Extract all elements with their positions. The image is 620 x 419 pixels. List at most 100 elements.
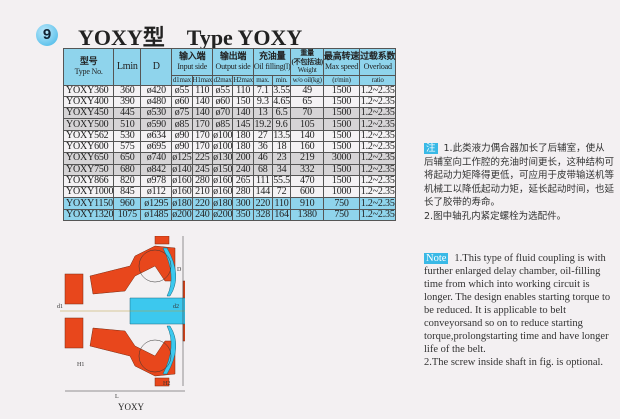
value-cell: 820 bbox=[113, 174, 142, 188]
value-cell: 70 bbox=[290, 107, 324, 120]
value-cell: 1075 bbox=[113, 208, 142, 222]
value-cell: 1500 bbox=[322, 118, 361, 131]
value-cell: 265 bbox=[232, 174, 254, 188]
spec-table: 型号 Type No. Lmin D 输入端 Input side 输出端 Outpu… bbox=[62, 48, 397, 222]
value-cell: 7.1 bbox=[252, 84, 273, 97]
value-cell: ø100 bbox=[212, 129, 234, 142]
type-cell: YOXY750 bbox=[62, 163, 115, 176]
label-D: D bbox=[177, 267, 182, 273]
table-row: YOXY750 680 ø842 ø140 245 ø150 240 68 34 332 1500 1… bbox=[62, 163, 397, 176]
value-cell: ø60 bbox=[212, 95, 234, 109]
value-cell: ø180 bbox=[212, 197, 234, 210]
value-cell: 160 bbox=[290, 140, 324, 154]
subheader-cell: (r/min) bbox=[322, 74, 361, 86]
value-cell: 19.2 bbox=[252, 118, 273, 131]
value-cell: 280 bbox=[191, 174, 214, 188]
value-cell: 1.2~2.35 bbox=[359, 208, 397, 222]
value-cell: 360 bbox=[113, 84, 142, 97]
drawing-caption: YOXY bbox=[118, 402, 144, 412]
table-row: YOXY500 510 ø590 ø85 170 ø85 145 19.2 9.6 105 1500… bbox=[62, 118, 397, 131]
table-row: YOXY866 820 ø978 ø160 280 ø160 265 111 55.5 470 15… bbox=[62, 174, 397, 188]
note-paragraph: 1.此类液力偶合器加长了后辅室，使从后辅室向工作腔的充油时间更长，这种结构可将起… bbox=[424, 143, 615, 208]
value-cell: 1.2~2.35 bbox=[359, 118, 397, 131]
value-cell: ø112 bbox=[140, 186, 173, 199]
type-cell: YOXY1000 bbox=[62, 186, 115, 199]
value-cell: 170 bbox=[191, 118, 214, 131]
header-input: 输入端 Input side bbox=[171, 48, 214, 76]
subheader-cell: w/o oil(kg) bbox=[290, 74, 324, 86]
value-cell: 1.2~2.35 bbox=[359, 95, 397, 109]
dimension-lines bbox=[60, 236, 185, 392]
type-cell: YOXY400 bbox=[62, 95, 115, 109]
value-cell: 1500 bbox=[322, 107, 361, 120]
header-lmin: Lmin bbox=[113, 48, 142, 86]
value-cell: 170 bbox=[191, 140, 214, 154]
value-cell: ø1295 bbox=[140, 197, 173, 210]
value-cell: 1500 bbox=[322, 84, 361, 97]
value-cell: 13.5 bbox=[271, 129, 292, 142]
value-cell: 110 bbox=[232, 84, 254, 97]
value-cell: 1000 bbox=[322, 186, 361, 199]
value-cell: ø85 bbox=[212, 118, 234, 131]
value-cell: ø140 bbox=[171, 163, 193, 176]
value-cell: 13 bbox=[252, 107, 273, 120]
value-cell: 1.2~2.35 bbox=[359, 140, 397, 154]
value-cell: 140 bbox=[232, 107, 254, 120]
value-cell: 1500 bbox=[322, 129, 361, 142]
note-chinese: 注 1.此类液力偶合器加长了后辅室，使从后辅室向工作腔的充油时间更长，这种结构可将… bbox=[424, 142, 614, 223]
housing bbox=[64, 236, 185, 387]
value-cell: ø100 bbox=[212, 140, 234, 154]
value-cell: ø978 bbox=[140, 174, 173, 188]
label-d1: d1 bbox=[57, 304, 63, 310]
table-row: YOXY562 530 ø634 ø90 170 ø100 180 27 13.5 140 1500… bbox=[62, 129, 397, 142]
value-cell: ø60 bbox=[171, 95, 193, 109]
value-cell: 1.2~2.35 bbox=[359, 107, 397, 120]
header-overload: 过载系数 Overload bbox=[359, 48, 397, 76]
value-cell: 68 bbox=[252, 163, 273, 176]
header-type: 型号 Type No. bbox=[62, 48, 115, 86]
value-cell: 164 bbox=[271, 208, 292, 222]
note-tag: Note bbox=[424, 253, 449, 264]
subheader-cell: d2max bbox=[212, 74, 234, 86]
type-cell: YOXY562 bbox=[62, 129, 115, 142]
value-cell: 49 bbox=[290, 84, 324, 97]
value-cell: 34 bbox=[271, 163, 292, 176]
value-cell: 680 bbox=[113, 163, 142, 176]
value-cell: ø85 bbox=[171, 118, 193, 131]
type-cell: YOXY1150 bbox=[62, 197, 115, 210]
value-cell: 470 bbox=[290, 174, 324, 188]
value-cell: 575 bbox=[113, 140, 142, 154]
header-d: D bbox=[140, 48, 173, 86]
value-cell: 910 bbox=[290, 197, 324, 210]
value-cell: 350 bbox=[232, 208, 254, 222]
value-cell: ø55 bbox=[171, 84, 193, 97]
subheader-cell: H2max bbox=[232, 74, 254, 86]
subheader-cell: min. bbox=[271, 74, 292, 86]
value-cell: ø160 bbox=[171, 186, 193, 199]
value-cell: 1500 bbox=[322, 140, 361, 154]
value-cell: 332 bbox=[290, 163, 324, 176]
value-cell: 1500 bbox=[322, 174, 361, 188]
note-paragraph: 2.图中轴孔内紧定螺栓为选配件。 bbox=[424, 210, 567, 222]
value-cell: 245 bbox=[191, 163, 214, 176]
value-cell: 65 bbox=[290, 95, 324, 109]
value-cell: ø160 bbox=[212, 186, 234, 199]
subheader-cell: d1max bbox=[171, 74, 193, 86]
type-cell: YOXY600 bbox=[62, 140, 115, 154]
value-cell: 1500 bbox=[322, 163, 361, 176]
value-cell: 3000 bbox=[322, 152, 361, 165]
value-cell: 110 bbox=[271, 197, 292, 210]
value-cell: 1380 bbox=[290, 208, 324, 222]
value-cell: 9.6 bbox=[271, 118, 292, 131]
table-row: YOXY450 445 ø530 ø75 140 ø70 140 13 6.5 70 1500 1.2… bbox=[62, 107, 397, 120]
value-cell: 280 bbox=[232, 186, 254, 199]
value-cell: 445 bbox=[113, 107, 142, 120]
value-cell: 27 bbox=[252, 129, 273, 142]
type-cell: YOXY360 bbox=[62, 84, 115, 97]
header-weight: 重量 (不包括油) Weight bbox=[290, 48, 324, 76]
note-english: Note 1.This type of fluid coupling is wit… bbox=[424, 252, 614, 369]
label-L: L bbox=[115, 394, 119, 400]
value-cell: 144 bbox=[252, 186, 273, 199]
value-cell: ø634 bbox=[140, 129, 173, 142]
